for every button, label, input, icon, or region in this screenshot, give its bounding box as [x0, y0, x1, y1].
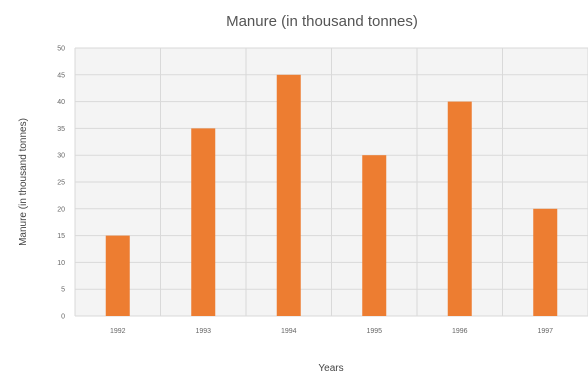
y-tick-label: 10 [57, 260, 65, 267]
bar-1993 [191, 128, 216, 316]
x-tick-label: 1996 [452, 328, 468, 335]
x-axis-label: Years [318, 363, 343, 374]
x-tick-label: 1995 [366, 328, 382, 335]
y-axis-ticks: 0 5 10 15 20 25 30 35 40 45 50 [57, 46, 65, 321]
y-tick-label: 45 [57, 72, 65, 79]
y-tick-label: 40 [57, 99, 65, 106]
y-tick-label: 20 [57, 206, 65, 213]
y-tick-label: 35 [57, 126, 65, 133]
bar-1995 [362, 155, 387, 316]
y-tick-label: 15 [57, 233, 65, 240]
y-tick-label: 0 [61, 314, 65, 321]
bar-1997 [533, 208, 558, 316]
x-tick-label: 1993 [195, 328, 211, 335]
x-tick-label: 1994 [281, 328, 297, 335]
y-tick-label: 25 [57, 180, 65, 187]
bars [105, 74, 558, 316]
bar-1996 [447, 101, 472, 316]
x-tick-label: 1992 [110, 328, 126, 335]
y-tick-label: 30 [57, 153, 65, 160]
y-tick-label: 50 [57, 46, 65, 53]
bar-1992 [105, 235, 130, 316]
gridlines [74, 47, 588, 317]
y-tick-label: 5 [61, 287, 65, 294]
x-tick-label: 1997 [537, 328, 553, 335]
y-axis-label: Manure (in thousand tonnes) [18, 118, 29, 246]
bar-1994 [276, 74, 301, 316]
chart-title: Manure (in thousand tonnes) [226, 13, 418, 30]
x-axis-ticks: 1992 1993 1994 1995 1996 1997 [110, 328, 553, 335]
